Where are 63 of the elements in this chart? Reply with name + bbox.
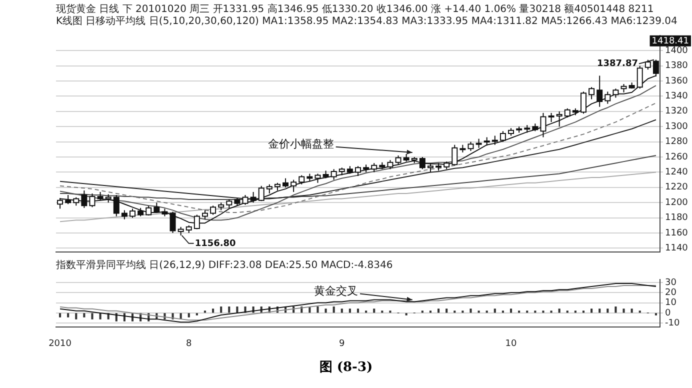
y-tick-label: 1160 (665, 228, 688, 238)
bar (99, 313, 102, 320)
bar (236, 306, 238, 313)
y-tick-label: 1380 (665, 61, 688, 72)
y-tick-label: 20 (665, 288, 677, 298)
bar (470, 308, 472, 313)
annotation: 1156.80 (194, 238, 236, 249)
bar (494, 308, 496, 313)
bar (373, 308, 376, 313)
bar (630, 308, 633, 313)
chart-title: 现货黄金 日线 下 20101020 周三 开1331.95 高1346.95 低1330.20 收1346.00 涨 +14.40 1.06% 量30218 额40501448 8211 (55, 4, 655, 16)
bar (91, 313, 94, 320)
bar (188, 313, 190, 318)
bar (348, 308, 351, 313)
y-tick-label: 1220 (665, 182, 688, 193)
bar (83, 313, 86, 318)
x-tick-label: 10 (505, 338, 518, 349)
y-tick-label: 1140 (665, 244, 688, 254)
bar (220, 306, 222, 313)
line-series (60, 102, 656, 213)
bar (228, 306, 230, 313)
y-tick-label: 1340 (665, 92, 688, 102)
y-tick-label: -10 (665, 318, 680, 328)
chart-title: 指数平滑异同平均线 日(26,12,9) DIFF:23.08 DEA:25.50 MACD:-4.8346 (55, 260, 394, 272)
bar (598, 308, 601, 313)
bar (75, 313, 78, 320)
x-tick-label: 2010 (48, 338, 72, 349)
bar (438, 308, 440, 313)
bar (622, 308, 625, 313)
annotation: 黄金交叉 (314, 284, 358, 298)
x-tick-label: 9 (339, 338, 346, 349)
y-tick-label: 0 (665, 308, 671, 318)
y-tick-label: 1360 (665, 76, 688, 86)
bar (212, 308, 214, 313)
bar (332, 306, 335, 313)
bar (316, 306, 319, 313)
y-tick-label: 1300 (665, 122, 688, 132)
bar (356, 308, 360, 313)
y-tick-label: 30 (665, 278, 677, 288)
y-tick-label: 1280 (665, 137, 688, 148)
text: 图 (8-3) (318, 359, 374, 376)
y-tick-label: 10 (665, 298, 677, 308)
annotation: 1418.41 (652, 36, 689, 47)
x-tick-label: 8 (186, 338, 192, 349)
y-tick-label: 1240 (665, 168, 688, 178)
bar (67, 313, 70, 318)
bar (558, 308, 560, 313)
bar (324, 308, 327, 313)
bar (340, 308, 343, 313)
annotation: 金价小幅盘整 (268, 138, 334, 151)
y-tick-label: 1320 (665, 106, 688, 117)
annotation: 1387.87 (596, 59, 638, 70)
y-tick-label: 1400 (665, 46, 688, 56)
y-tick-label: 1200 (665, 198, 688, 208)
bar (590, 308, 593, 313)
bar (446, 308, 448, 313)
bar (606, 308, 609, 313)
bar (510, 308, 512, 313)
y-tick-label: 1180 (665, 213, 688, 224)
chart-subtitle: K线图 日移动平均线 日(5,10,20,30,60,120) MA1:1358.95 MA2:1354.83 MA3:1333.95 MA4:1311.82 MA5:1266.43 MA6:1239.04 (55, 16, 678, 28)
bar (58, 313, 62, 318)
bar (614, 306, 617, 313)
y-tick-label: 1260 (665, 152, 688, 162)
